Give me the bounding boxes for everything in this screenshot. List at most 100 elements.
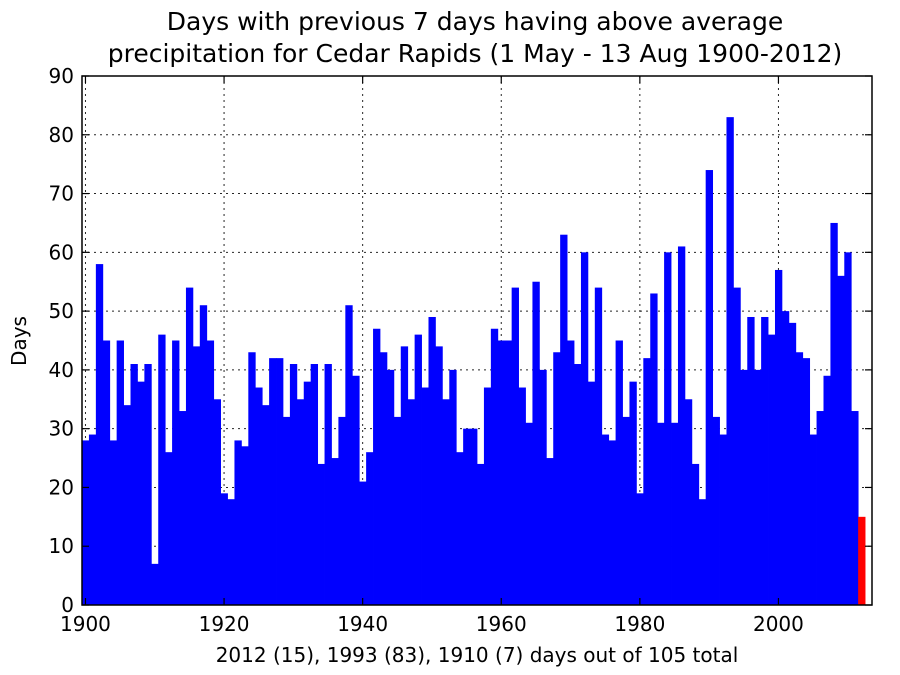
chart-title-line-2: precipitation for Cedar Rapids (1 May - … xyxy=(108,39,843,68)
bar-2008 xyxy=(830,222,838,605)
bar-1976 xyxy=(608,440,616,605)
bar-1995 xyxy=(740,369,748,605)
y-tick-label-80: 80 xyxy=(49,123,74,147)
y-tick-label-20: 20 xyxy=(49,475,74,499)
bar-1913 xyxy=(172,340,180,605)
bar-1942 xyxy=(373,328,381,605)
bar-1939 xyxy=(352,375,360,605)
bar-1954 xyxy=(456,452,464,605)
bars xyxy=(82,117,866,606)
bar-1977 xyxy=(615,340,623,605)
bar-1961 xyxy=(504,340,513,605)
bar-1998 xyxy=(761,316,769,605)
bar-1951 xyxy=(435,346,443,605)
bar-1920 xyxy=(220,493,228,605)
y-tick-label-50: 50 xyxy=(49,299,74,323)
bar-1930 xyxy=(289,364,298,605)
bar-2006 xyxy=(816,411,824,605)
bar-1903 xyxy=(102,340,111,605)
bar-1928 xyxy=(276,358,284,605)
bar-1947 xyxy=(407,399,416,605)
bar-1975 xyxy=(601,434,610,605)
bar-1963 xyxy=(518,387,526,605)
y-axis-label: Days xyxy=(7,316,31,366)
bar-1986 xyxy=(677,246,686,605)
bar-1937 xyxy=(338,416,346,605)
bar-1933 xyxy=(310,364,319,605)
x-tick-label-1980: 1980 xyxy=(614,612,665,636)
bar-1989 xyxy=(698,499,707,605)
bar-1908 xyxy=(137,381,145,605)
bar-1991 xyxy=(712,416,720,605)
bar-2011 xyxy=(851,411,859,605)
x-tick-label-1940: 1940 xyxy=(337,612,388,636)
bar-1982 xyxy=(650,293,658,605)
bar-1979 xyxy=(629,381,637,605)
y-tick-label-0: 0 xyxy=(61,593,74,617)
bar-1934 xyxy=(317,463,325,605)
bar-1917 xyxy=(199,305,208,605)
bar-1910 xyxy=(151,563,159,605)
bar-1968 xyxy=(553,352,561,605)
bar-1985 xyxy=(671,422,679,605)
bar-1984 xyxy=(664,252,672,606)
bar-1929 xyxy=(282,416,291,605)
bar-1950 xyxy=(428,316,436,605)
bar-1916 xyxy=(192,346,201,605)
bar-1914 xyxy=(179,411,187,605)
bar-1921 xyxy=(227,499,235,605)
bar-1925 xyxy=(255,387,263,605)
bar-1946 xyxy=(400,346,409,605)
bar-1980 xyxy=(636,493,644,605)
bar-1969 xyxy=(560,234,568,605)
bar-1972 xyxy=(580,252,589,606)
bar-1962 xyxy=(511,287,519,605)
bar-1945 xyxy=(393,416,402,605)
bar-1960 xyxy=(497,340,506,605)
bar-1922 xyxy=(234,440,242,605)
bar-1919 xyxy=(213,399,221,605)
bar-1983 xyxy=(657,422,665,605)
bar-2001 xyxy=(781,311,790,605)
bar-1904 xyxy=(109,440,118,605)
bar-1931 xyxy=(296,399,305,605)
y-tick-label-40: 40 xyxy=(49,358,74,382)
bar-1938 xyxy=(345,305,353,605)
bar-1990 xyxy=(705,170,714,606)
bar-1912 xyxy=(165,452,173,605)
bar-2010 xyxy=(844,252,852,606)
chart-title: Days with previous 7 days having above a… xyxy=(108,7,843,68)
bar-1926 xyxy=(262,405,270,605)
bar-1902 xyxy=(95,264,104,605)
bar-1909 xyxy=(144,364,152,605)
bar-1955 xyxy=(463,428,471,605)
bar-1956 xyxy=(470,428,478,605)
bar-1944 xyxy=(386,369,395,605)
x-tick-label-1920: 1920 xyxy=(199,612,250,636)
x-tick-label-1900: 1900 xyxy=(60,612,111,636)
bar-1936 xyxy=(331,458,339,605)
bar-1952 xyxy=(442,399,450,605)
bar-1974 xyxy=(594,287,603,605)
chart-title-line-1: Days with previous 7 days having above a… xyxy=(167,7,783,36)
bar-1981 xyxy=(643,358,651,605)
bar-1941 xyxy=(366,452,374,605)
bar-1943 xyxy=(379,352,388,605)
y-tick-label-60: 60 xyxy=(49,240,74,264)
bar-1994 xyxy=(733,287,741,605)
bar-1958 xyxy=(483,387,492,605)
bar-1987 xyxy=(684,399,693,605)
bar-1935 xyxy=(324,364,332,605)
bar-1948 xyxy=(414,334,422,605)
bar-1932 xyxy=(303,381,312,605)
bar-1967 xyxy=(546,458,554,605)
bar-1957 xyxy=(477,463,485,605)
bar-2005 xyxy=(809,434,817,605)
bar-2000 xyxy=(774,269,783,605)
x-tick-label-2000: 2000 xyxy=(753,612,804,636)
bar-1918 xyxy=(206,340,215,605)
bar-1900 xyxy=(82,440,90,605)
bar-1907 xyxy=(130,364,138,605)
bar-1996 xyxy=(747,316,755,605)
